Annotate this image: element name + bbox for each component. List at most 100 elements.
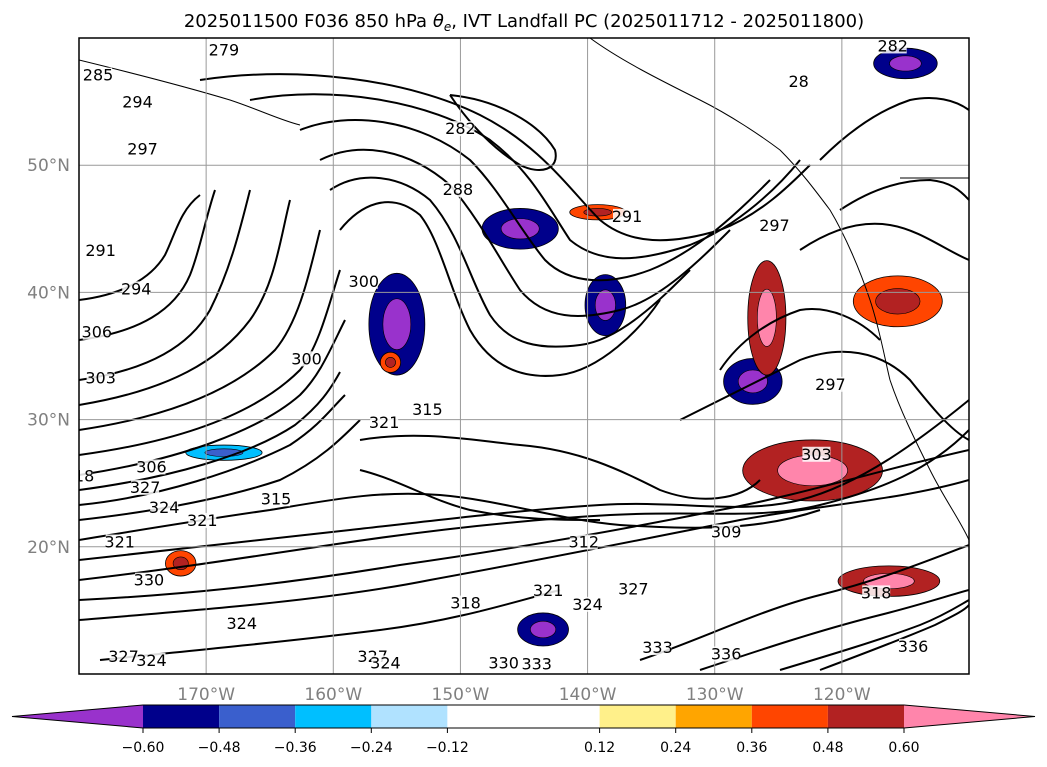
theta-e-contour-line: [799, 222, 969, 261]
theta-e-contour-line: [79, 371, 341, 491]
pc-shading-core: [594, 289, 616, 321]
contour-label-background: [84, 67, 113, 83]
contour-label-background: [109, 649, 138, 665]
contour-label: 306: [82, 323, 113, 342]
contour-label: 324: [572, 595, 603, 614]
colorbar-bin: [143, 705, 220, 728]
colorbar-tick-label: −0.36: [274, 740, 317, 756]
contour-label: 297: [815, 375, 846, 394]
contour-label-background: [784, 74, 813, 90]
theta-e-contour-line: [79, 394, 346, 506]
contour-label: 327: [618, 580, 649, 599]
contour-label-background: [137, 652, 166, 668]
contour-label-background: [209, 42, 238, 58]
latitude-tick-label: 40°N: [27, 283, 70, 303]
pc-shading-core: [382, 298, 412, 350]
theta-e-contour-line: [299, 119, 771, 282]
contour-label: 324: [149, 498, 180, 517]
colorbar-under-triangle: [12, 705, 143, 728]
gridlines: [79, 38, 969, 674]
contour-label: 330: [488, 653, 519, 672]
longitude-tick-label: 150°W: [432, 685, 490, 705]
contour-label: 336: [711, 644, 742, 663]
pc-shading-core: [385, 356, 396, 368]
theta-e-contour-line: [779, 599, 969, 671]
theta-e-contour-line: [79, 429, 969, 581]
colorbar: −0.60 −0.48 −0.36 −0.24 −0.12 0.12 0.24 0.36 0.4…: [11, 704, 1036, 756]
colorbar-tick-label: −0.48: [198, 740, 241, 756]
colorbar-bin: [751, 705, 828, 728]
contour-label: 279: [209, 40, 240, 59]
contour-label: 297: [759, 216, 790, 235]
colorbar-over-triangle: [904, 705, 1035, 728]
contour-label-background: [86, 243, 115, 259]
theta-e-contour-line: [339, 201, 661, 377]
contour-label-background: [123, 94, 152, 110]
contour-label-background: [816, 376, 845, 392]
map-frame: [78, 37, 970, 675]
theta-e-contour-line: [319, 148, 731, 317]
contour-label-background: [573, 596, 602, 612]
contour-label-background: [292, 351, 321, 367]
contour-label: 285: [83, 66, 114, 85]
contour-label: 336: [898, 637, 929, 656]
colorbar-bin: [827, 705, 904, 728]
theta-e-contour-line: [359, 434, 761, 500]
contour-label-background: [227, 615, 256, 631]
theta-e-contour-line: [819, 97, 969, 161]
contour-label-background: [569, 534, 598, 550]
pc-shading-layer: [165, 47, 943, 647]
contour-label-background: [643, 640, 672, 656]
contour-label-background: [619, 581, 648, 597]
colorbar-bin: [371, 705, 448, 728]
colorbar-tick-label: 0.36: [736, 740, 767, 756]
longitude-axis: 170°W 160°W 150°W 140°W 130°W 120°W: [177, 685, 871, 705]
contour-label: 294: [121, 279, 152, 298]
theta-e-contour-line: [79, 229, 321, 431]
contour-label: 315: [261, 489, 292, 508]
contour-label-background: [371, 655, 400, 671]
contour-label: 300: [349, 272, 380, 291]
coastline: [589, 38, 969, 541]
contour-label: 288: [443, 180, 474, 199]
contour-label: 321: [369, 413, 400, 432]
latitude-tick-label: 20°N: [27, 538, 70, 558]
contour-label-background: [446, 121, 475, 137]
theta-e-contour-line: [79, 199, 291, 406]
pc-shading-core: [875, 288, 921, 315]
theta-e-contour-line: [199, 73, 811, 242]
contour-label-background: [137, 459, 166, 475]
contour-label: 291: [85, 241, 116, 260]
contour-label: 321: [104, 533, 135, 552]
contour-label-background: [489, 655, 518, 671]
contour-label: 294: [122, 92, 153, 111]
contour-label-background: [349, 273, 378, 289]
theta-e-contour-line: [329, 176, 691, 348]
theta-e-contour-line: [79, 399, 969, 561]
theta-e-contour-line: [79, 449, 969, 601]
contour-label-background: [760, 217, 789, 233]
contour-label: 300: [291, 349, 322, 368]
contour-label: 315: [412, 400, 443, 419]
longitude-tick-label: 170°W: [177, 685, 235, 705]
contour-label-background: [262, 491, 291, 507]
contour-label: 28: [788, 72, 808, 91]
contour-label-background: [413, 402, 442, 418]
contour-label: 330: [134, 571, 165, 590]
colorbar-tick-label: −0.24: [350, 740, 393, 756]
colorbar-tick-label: 0.24: [660, 740, 691, 756]
contour-label-background: [131, 479, 160, 495]
theta-e-contour-line: [449, 94, 557, 171]
contour-label: 321: [533, 581, 564, 600]
colorbar-tick-label: 0.60: [888, 740, 919, 756]
contour-label: 282: [445, 119, 476, 138]
pc-shading-core: [500, 218, 540, 240]
contour-label-background: [878, 38, 907, 54]
contour-label-background: [534, 582, 563, 598]
contour-label: 324: [136, 651, 167, 670]
contour-label-background: [522, 656, 551, 672]
contour-label: 327: [130, 478, 161, 497]
theta-e-contour-line: [719, 308, 881, 371]
colorbar-bin: [675, 705, 752, 728]
